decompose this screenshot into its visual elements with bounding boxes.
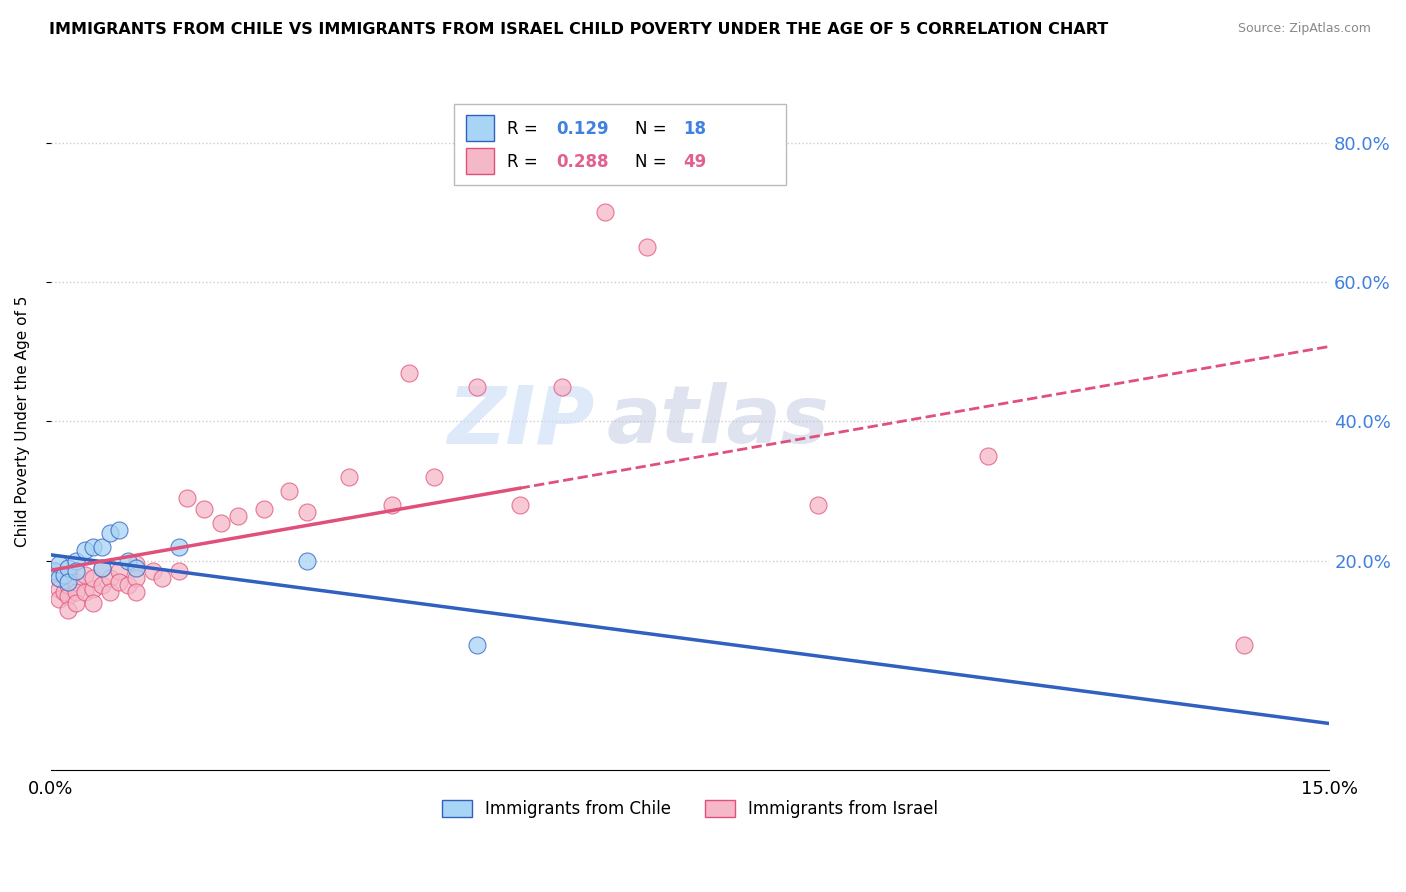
Point <box>295 505 318 519</box>
Text: ZIP: ZIP <box>447 383 595 460</box>
Point <box>52 567 75 582</box>
Point <box>56 574 79 589</box>
Point <box>65 585 87 599</box>
Point <box>73 567 96 582</box>
Point <box>44 565 66 579</box>
Point <box>551 379 574 393</box>
Point <box>82 582 104 596</box>
Point <box>228 508 250 523</box>
Point <box>509 498 531 512</box>
Point <box>65 565 87 579</box>
Point <box>56 603 79 617</box>
Point <box>167 565 190 579</box>
Point <box>65 596 87 610</box>
Text: N =: N = <box>636 120 672 137</box>
Point <box>125 558 148 572</box>
Point <box>381 498 404 512</box>
Point <box>56 567 79 582</box>
Point <box>48 592 70 607</box>
Point <box>65 574 87 589</box>
Text: atlas: atlas <box>607 383 830 460</box>
Point <box>56 561 79 575</box>
Text: 0.288: 0.288 <box>555 153 609 170</box>
Point <box>91 561 114 575</box>
Text: N =: N = <box>636 153 672 170</box>
Point <box>1233 638 1256 652</box>
Point <box>73 585 96 599</box>
Text: 0.129: 0.129 <box>555 120 609 137</box>
Point <box>117 578 139 592</box>
Point <box>977 450 1000 464</box>
Point <box>100 571 122 585</box>
Point <box>150 571 173 585</box>
Point <box>52 585 75 599</box>
Point <box>48 582 70 596</box>
Text: Source: ZipAtlas.com: Source: ZipAtlas.com <box>1237 22 1371 36</box>
Point <box>100 526 122 541</box>
Bar <box>467 147 495 174</box>
Point <box>278 484 301 499</box>
Point <box>82 540 104 554</box>
Point <box>48 571 70 585</box>
Point <box>337 470 360 484</box>
Point <box>82 571 104 585</box>
Text: R =: R = <box>508 120 543 137</box>
Point <box>125 561 148 575</box>
Point <box>65 554 87 568</box>
Point <box>91 561 114 575</box>
Point <box>73 543 96 558</box>
Point <box>465 638 488 652</box>
Point <box>398 366 420 380</box>
FancyBboxPatch shape <box>454 104 786 185</box>
Y-axis label: Child Poverty Under the Age of 5: Child Poverty Under the Age of 5 <box>15 296 30 547</box>
Point <box>193 501 215 516</box>
Point <box>167 540 190 554</box>
Point <box>125 585 148 599</box>
Text: 18: 18 <box>683 120 707 137</box>
Text: 49: 49 <box>683 153 707 170</box>
Point <box>125 571 148 585</box>
Point <box>636 240 658 254</box>
Point <box>593 205 616 219</box>
Point <box>91 578 114 592</box>
Point <box>807 498 830 512</box>
Point <box>295 554 318 568</box>
Point <box>423 470 446 484</box>
Point <box>82 596 104 610</box>
Point <box>44 565 66 579</box>
Point <box>465 379 488 393</box>
Text: R =: R = <box>508 153 543 170</box>
Point <box>108 523 131 537</box>
Text: IMMIGRANTS FROM CHILE VS IMMIGRANTS FROM ISRAEL CHILD POVERTY UNDER THE AGE OF 5: IMMIGRANTS FROM CHILE VS IMMIGRANTS FROM… <box>49 22 1108 37</box>
Point <box>56 578 79 592</box>
Point <box>142 565 165 579</box>
Legend: Immigrants from Chile, Immigrants from Israel: Immigrants from Chile, Immigrants from I… <box>436 793 945 824</box>
Point <box>48 558 70 572</box>
Point <box>176 491 198 505</box>
Point <box>91 540 114 554</box>
Point <box>108 574 131 589</box>
Point <box>108 565 131 579</box>
Point <box>253 501 276 516</box>
Point <box>209 516 232 530</box>
Point <box>117 554 139 568</box>
Point <box>100 585 122 599</box>
Point <box>48 571 70 585</box>
Point <box>56 589 79 603</box>
Bar <box>467 115 495 141</box>
